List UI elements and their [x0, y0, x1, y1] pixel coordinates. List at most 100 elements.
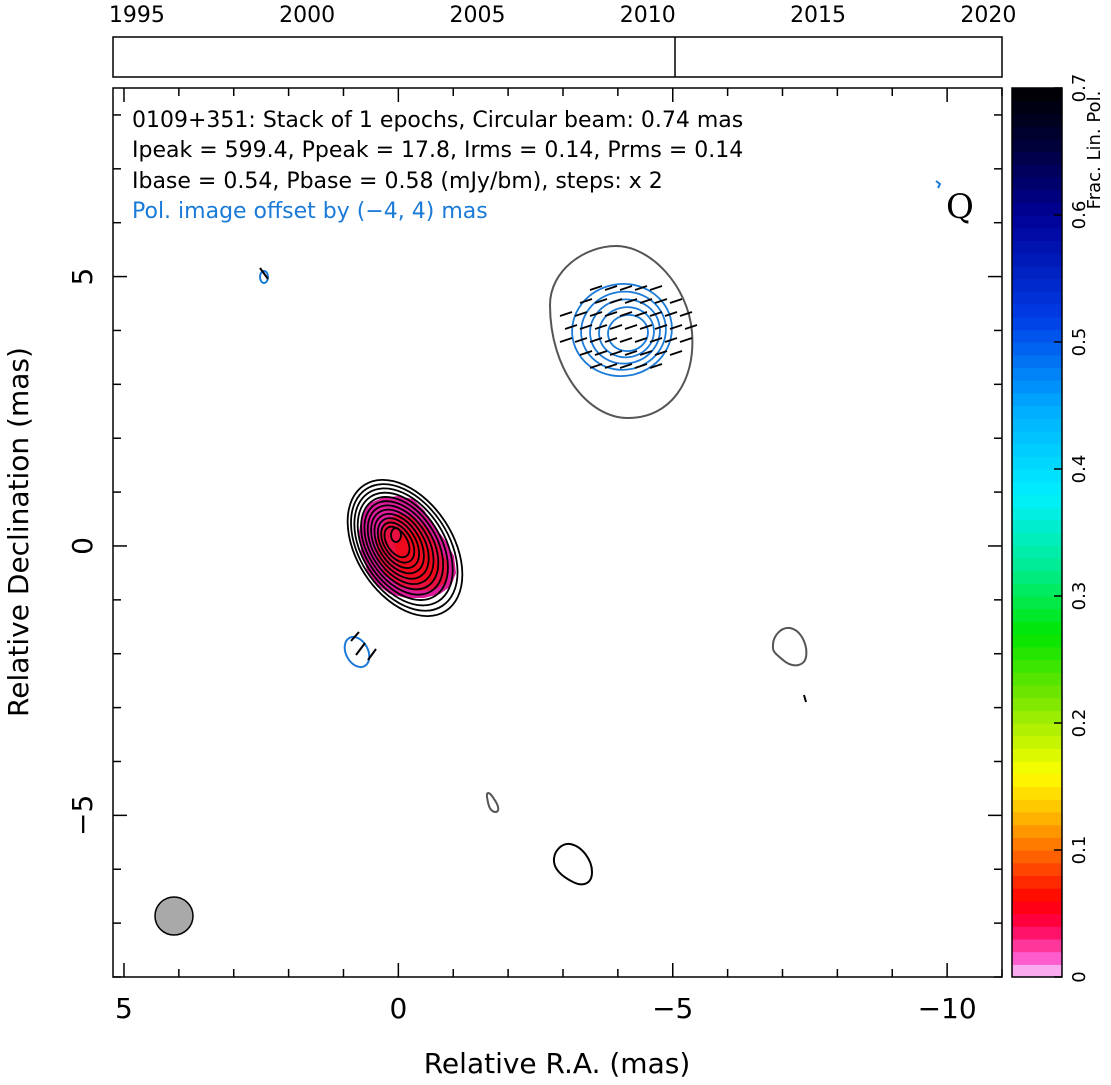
- colorbar-cell: [1012, 926, 1062, 940]
- frac-pol-red-inner: [395, 530, 440, 583]
- colorbar-cell: [1012, 100, 1062, 114]
- colorbar-cell: [1012, 494, 1062, 508]
- evpa-tick: [649, 363, 663, 369]
- colorbar-cell: [1012, 824, 1062, 838]
- pol-island-lower-left: [343, 635, 371, 669]
- colorbar-tick-label: 0.6: [1069, 201, 1090, 230]
- colorbar-cell: [1012, 875, 1062, 889]
- colorbar-cell: [1012, 938, 1062, 953]
- evpa-tick: [589, 363, 603, 369]
- colorbar-cell: [1012, 761, 1062, 775]
- evpa-tick: [624, 298, 638, 304]
- evpa-tick: [559, 311, 573, 317]
- evpa-tick: [624, 324, 638, 330]
- evpa-tick: [669, 298, 683, 304]
- evpa-tick: [654, 324, 668, 330]
- evpa-tick: [634, 285, 648, 291]
- island-right-tiny: [803, 694, 807, 703]
- core-contour: [360, 496, 445, 596]
- evpa-tick: [579, 324, 593, 330]
- colorbar-cell: [1012, 329, 1062, 343]
- colorbar-cell: [1012, 723, 1062, 737]
- evpa-tick: [589, 311, 603, 317]
- core-contour: [373, 513, 425, 575]
- evpa-tick: [604, 285, 618, 291]
- colorbar-cell: [1012, 583, 1062, 597]
- header-line-3: Ibase = 0.54, Pbase = 0.58 (mJy/bm), ste…: [132, 169, 663, 194]
- colorbar-cell: [1012, 227, 1062, 241]
- evpa-tick: [589, 337, 603, 343]
- colorbar-cell: [1012, 634, 1062, 648]
- core-contour: [366, 504, 435, 585]
- evpa-tick: [664, 337, 678, 343]
- evpa-tick: [564, 324, 578, 330]
- colorbar-cell: [1012, 748, 1062, 762]
- evpa-tick: [604, 337, 618, 343]
- polarized-component: [548, 244, 698, 420]
- core-contour: [346, 478, 464, 618]
- colorbar-cell: [1012, 126, 1062, 140]
- colorbar-cell: [1012, 862, 1062, 876]
- colorbar-cell: [1012, 799, 1062, 813]
- colorbar-cell: [1012, 303, 1062, 318]
- evpa-tick: [639, 350, 653, 356]
- plot-frame: [112, 87, 1003, 978]
- timeline-frame: [112, 36, 1003, 78]
- quality-flag: Q: [946, 187, 974, 227]
- colorbar-cell: [1012, 735, 1062, 749]
- timeline-year-label: 2005: [449, 3, 505, 28]
- colorbar-cell: [1012, 215, 1062, 229]
- header-line-2: Ipeak = 599.4, Ppeak = 17.8, Irms = 0.14…: [132, 138, 743, 163]
- evpa-tick: [609, 324, 623, 330]
- colorbar-cell: [1012, 354, 1062, 368]
- evpa-tick: [639, 298, 653, 304]
- header-line-1: 0109+351: Stack of 1 epochs, Circular be…: [132, 108, 743, 133]
- colorbar: 0 0.1 0.2 0.3 0.4 0.5 0.6 0.7 Frac. Lin. Pol.: [1011, 74, 1105, 983]
- core-contour: [380, 521, 416, 564]
- x-tick-label: −5: [652, 992, 693, 1025]
- y-tick-label: −5: [66, 795, 99, 836]
- colorbar-cell: [1012, 913, 1062, 927]
- evpa-tick: [624, 350, 638, 356]
- timeline-year-label: 1995: [109, 3, 165, 28]
- evpa-tick-lower-1: [350, 631, 360, 642]
- colorbar-cell: [1012, 380, 1062, 394]
- evpa-tick: [654, 298, 668, 304]
- colorbar-cell: [1012, 837, 1062, 851]
- colorbar-cell: [1012, 672, 1062, 686]
- evpa-tick-upper-left: [259, 267, 269, 280]
- colorbar-cell: [1012, 405, 1062, 419]
- colorbar-cell: [1012, 888, 1062, 902]
- core-contour: [376, 517, 420, 569]
- evpa-tick: [579, 298, 593, 304]
- pol-contour: [598, 306, 655, 359]
- island-right-gray: [771, 626, 808, 667]
- colorbar-cell: [1012, 469, 1062, 483]
- evpa-tick: [634, 363, 648, 369]
- evpa-tick: [649, 285, 663, 291]
- evpa-tick: [679, 311, 693, 317]
- colorbar-cell: [1012, 545, 1062, 559]
- evpa-tick: [609, 350, 623, 356]
- intensity-islands: [485, 626, 808, 886]
- colorbar-cell: [1012, 621, 1062, 635]
- colorbar-cell: [1012, 443, 1062, 457]
- colorbar-tick-label: 0.5: [1069, 328, 1090, 357]
- evpa-tick: [649, 311, 663, 317]
- colorbar-tick-label: 0: [1069, 971, 1090, 982]
- evpa-tick-lower-2: [355, 642, 366, 656]
- colorbar-tick-label: 0.2: [1069, 709, 1090, 738]
- colorbar-cell: [1012, 88, 1062, 102]
- core-intensity-contours: [346, 478, 464, 618]
- pol-offset-note: Pol. image offset by (−4, 4) mas: [132, 199, 488, 224]
- colorbar-cell: [1012, 519, 1062, 534]
- evpa-tick: [574, 337, 588, 343]
- colorbar-cell: [1012, 951, 1062, 965]
- pol-island-upper-left: [259, 270, 269, 284]
- colorbar-cell: [1012, 786, 1062, 800]
- evpa-tick: [594, 324, 608, 330]
- y-tick-label: 0: [66, 537, 99, 555]
- evpa-tick: [664, 311, 678, 317]
- colorbar-cell: [1012, 570, 1062, 584]
